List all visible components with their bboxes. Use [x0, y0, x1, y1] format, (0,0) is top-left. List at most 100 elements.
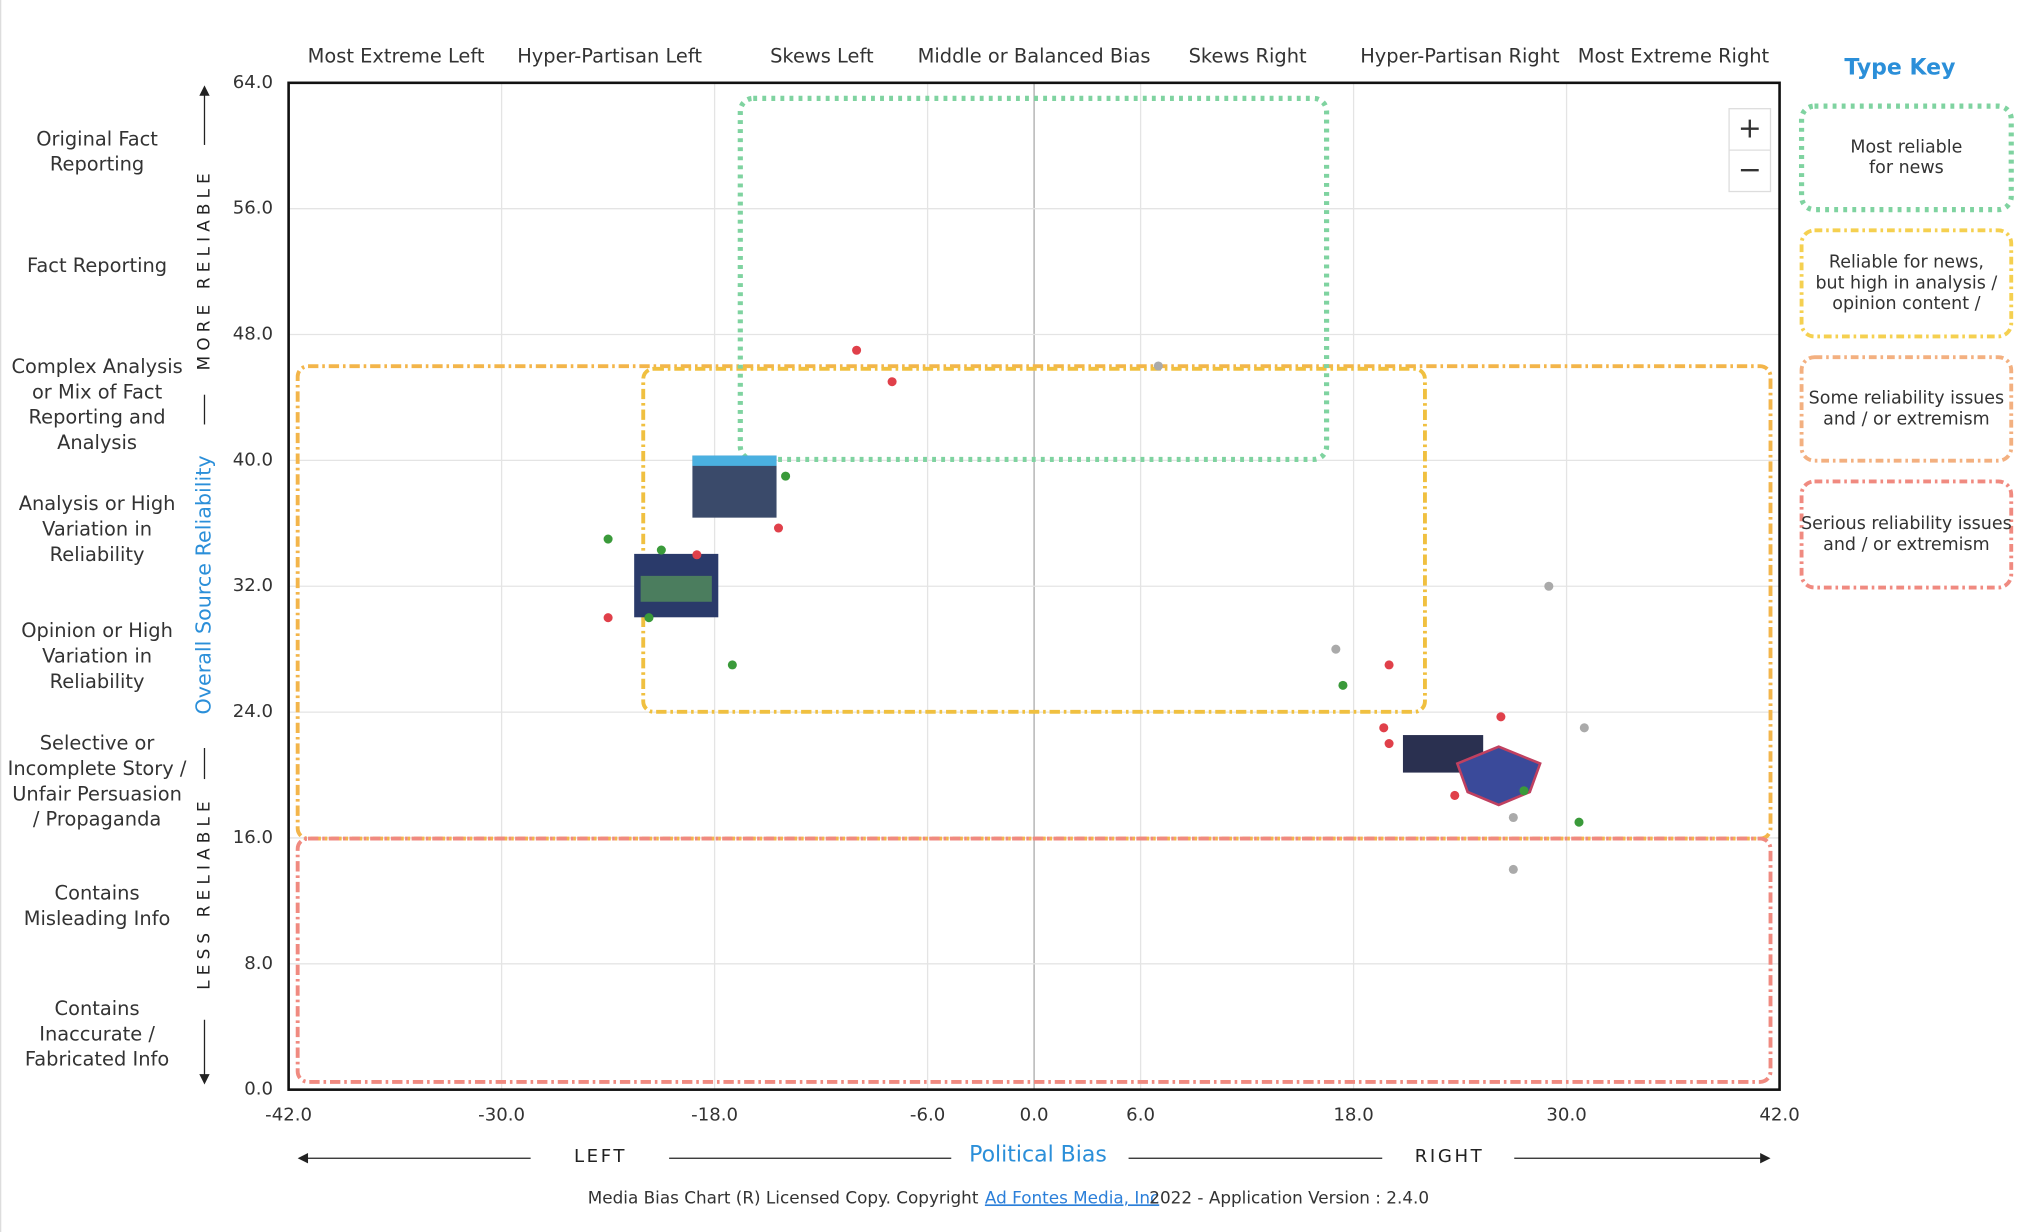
y-tick-label: 32.0 — [233, 575, 273, 596]
left-label: LEFT — [574, 1146, 627, 1167]
x-tick-label: -30.0 — [478, 1105, 525, 1126]
bias-header: Middle or Balanced Bias — [918, 44, 1151, 67]
thumbnail-band — [640, 575, 712, 602]
source-point[interactable] — [773, 523, 784, 533]
x-tick-label: 30.0 — [1546, 1105, 1586, 1126]
reliability-label: Incomplete Story / — [8, 757, 187, 780]
reliability-label: Misleading Info — [24, 907, 171, 930]
source-point[interactable] — [727, 660, 737, 670]
source-point[interactable] — [1153, 361, 1163, 371]
y-tick-label: 24.0 — [233, 701, 273, 722]
source-point[interactable] — [852, 345, 862, 355]
source-point[interactable] — [1384, 739, 1394, 749]
show-thumbnail[interactable] — [1455, 745, 1542, 807]
source-point[interactable] — [603, 613, 613, 623]
type-key-box — [1799, 355, 2014, 463]
more-reliable: MORE RELIABLE — [193, 168, 213, 370]
y-tick-label: 64.0 — [233, 72, 273, 93]
zones — [295, 95, 1773, 1084]
bias-header: Most Extreme Right — [1578, 44, 1770, 67]
reliability-label: Inaccurate / — [39, 1022, 155, 1045]
bias-header: Skews Left — [770, 44, 874, 67]
reliability-label: Reporting — [50, 153, 144, 176]
bias-header: Most Extreme Left — [308, 44, 485, 67]
zone-some-issues — [295, 364, 1773, 841]
reliability-label: Opinion or High — [21, 619, 173, 642]
source-point[interactable] — [781, 471, 791, 481]
y-tick-label: 8.0 — [244, 953, 273, 974]
type-key-box — [1798, 103, 2014, 213]
plot-frame — [287, 81, 1781, 1091]
source-point[interactable] — [1508, 864, 1518, 874]
source-point[interactable] — [1338, 680, 1348, 690]
source-point[interactable] — [1379, 723, 1389, 733]
reliability-label: Reporting and — [29, 406, 166, 429]
arrow-head — [1760, 1153, 1771, 1164]
thumbnails — [634, 455, 1542, 807]
type-key-label: for news — [1869, 158, 1944, 178]
reliability-label: Original Fact — [36, 127, 158, 150]
source-point[interactable] — [644, 613, 654, 623]
bias-header: Hyper-Partisan Right — [1360, 44, 1560, 67]
type-key-label: Most reliable — [1850, 138, 1962, 158]
y-tick-label: 56.0 — [233, 198, 273, 219]
footer-version: 2022 - Application Version : 2.4.0 — [1149, 1187, 1429, 1207]
type-key-label: but high in analysis / — [1815, 273, 1997, 293]
arrow-head — [199, 85, 210, 96]
reliability-label: or Mix of Fact — [32, 380, 163, 403]
y-tick-label: 16.0 — [233, 827, 273, 848]
x-tick-label: 6.0 — [1126, 1105, 1155, 1126]
reliability-label: Analysis — [57, 431, 137, 454]
less-reliable: LESS RELIABLE — [193, 796, 213, 990]
reliability-label: Analysis or High — [19, 492, 176, 515]
x-tick-label: 18.0 — [1333, 1105, 1373, 1126]
reliability-label: Reliability — [50, 543, 145, 566]
reliability-label: Fact Reporting — [27, 254, 167, 277]
zoom-in-button[interactable]: + — [1738, 111, 1762, 144]
x-tick-label: -6.0 — [910, 1105, 945, 1126]
source-point[interactable] — [692, 550, 702, 560]
reliability-label: Contains — [55, 882, 140, 905]
zoom-out-button[interactable]: − — [1738, 153, 1762, 186]
x-tick-label: 42.0 — [1759, 1105, 1799, 1126]
thumbnail-band — [692, 455, 777, 466]
zone-most-reliable — [737, 95, 1330, 462]
type-key-box — [1799, 479, 2014, 590]
zone-serious-issues — [295, 836, 1773, 1084]
reliability-label: Unfair Persuasion — [12, 782, 182, 805]
type-key-label: opinion content / — [1832, 294, 1980, 314]
type-key-label: Reliable for news, — [1829, 253, 1984, 273]
y-tick-label: 0.0 — [244, 1079, 273, 1100]
right-label: RIGHT — [1415, 1146, 1485, 1167]
reliability-label: Fabricated Info — [25, 1048, 169, 1071]
source-point[interactable] — [1579, 723, 1589, 733]
x-tick-label: -18.0 — [691, 1105, 738, 1126]
type-key-title: Type Key — [1844, 56, 1955, 81]
arrow-head — [297, 1153, 309, 1164]
type-key-label: and / or extremism — [1823, 409, 1989, 429]
source-point[interactable] — [1574, 817, 1584, 827]
reliability-label: Variation in — [42, 644, 152, 667]
footer-link[interactable]: Ad Fontes Media, Inc — [985, 1187, 1159, 1207]
bias-header: Skews Right — [1189, 44, 1307, 67]
source-point[interactable] — [656, 545, 666, 555]
reliability-label: Selective or — [40, 732, 155, 755]
reliability-label: Complex Analysis — [11, 355, 182, 378]
source-point[interactable] — [603, 534, 613, 544]
type-key-box — [1799, 228, 2014, 339]
type-key-label: Some reliability issues — [1809, 389, 2004, 409]
source-point[interactable] — [1331, 644, 1341, 654]
source-point[interactable] — [1519, 786, 1529, 796]
source-point[interactable] — [1496, 712, 1506, 722]
source-point[interactable] — [1384, 660, 1394, 670]
x-tick-label: 0.0 — [1020, 1105, 1049, 1126]
source-point[interactable] — [1544, 581, 1554, 591]
source-point[interactable] — [1508, 812, 1518, 823]
type-key-label: and / or extremism — [1823, 535, 1989, 555]
source-point[interactable] — [1450, 790, 1460, 800]
type-key-label: Serious reliability issues — [1801, 514, 2012, 534]
y-tick-label: 48.0 — [233, 324, 273, 345]
x-axis-label: Political Bias — [969, 1143, 1107, 1168]
x-tick-label: -42.0 — [265, 1105, 312, 1126]
source-point[interactable] — [887, 377, 897, 387]
